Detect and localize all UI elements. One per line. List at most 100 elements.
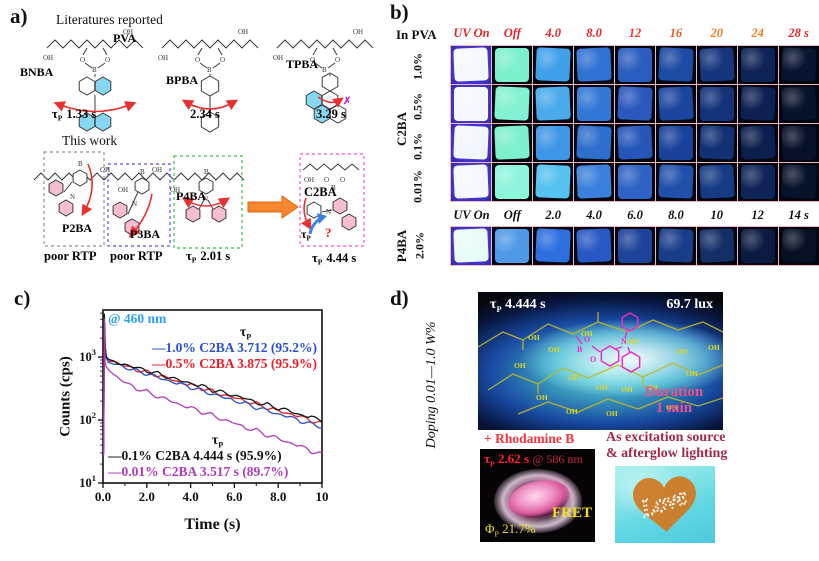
molecule-name: P2BA bbox=[62, 221, 92, 235]
sample-photo-cell bbox=[779, 124, 819, 162]
time-label: 4.0 bbox=[586, 208, 602, 222]
luminescent-sample bbox=[494, 125, 530, 161]
legend-entry: —0.5% C2BA 3.875 (95.9%) bbox=[152, 356, 317, 371]
sample-photo-cell bbox=[533, 124, 573, 162]
luminescent-sample bbox=[699, 87, 735, 122]
time-label: 6.0 bbox=[627, 208, 643, 222]
time-label: 16 bbox=[669, 26, 683, 40]
atom-label: O bbox=[195, 56, 200, 64]
tau-caption-top: τP bbox=[240, 324, 252, 342]
y-tick-label: 103 bbox=[79, 347, 96, 364]
luminescent-sample bbox=[699, 228, 735, 264]
sample-photo-cell bbox=[492, 124, 532, 162]
oh-label: OH bbox=[626, 337, 638, 346]
oh-label: OH bbox=[606, 409, 618, 418]
sample-photo-cell bbox=[615, 227, 655, 265]
oh-label: OH bbox=[566, 407, 578, 416]
luminescent-sample bbox=[740, 86, 776, 122]
luminescent-sample bbox=[658, 86, 694, 122]
afterglow-photo: OH OH OH OH OH OH OH OH OH OH OH OH OH OH OH OH N O O B τP … bbox=[478, 292, 723, 430]
luminescent-sample bbox=[535, 164, 571, 200]
sample-photo-cell bbox=[533, 85, 573, 123]
luminescent-sample bbox=[658, 164, 694, 200]
atom-label: O bbox=[335, 56, 340, 64]
sample-photo-cell bbox=[492, 85, 532, 123]
atom-label: O bbox=[324, 176, 329, 184]
sample-photo-cell bbox=[697, 163, 737, 201]
transform-arrow-icon bbox=[247, 195, 299, 219]
sample-photo-cell bbox=[451, 163, 491, 201]
luminescent-sample bbox=[535, 228, 571, 264]
row-label: 0.5% bbox=[410, 93, 425, 120]
caption-p2ba: poor RTP bbox=[44, 249, 97, 263]
rb-tau-overlay: τP 2.62 s @ 586 nm bbox=[484, 451, 583, 469]
luminescent-sample bbox=[494, 229, 530, 264]
atom-label: OH bbox=[273, 54, 283, 62]
atom-label: O bbox=[584, 335, 590, 344]
doping-label: Doping 0.01—1.0 W% bbox=[424, 321, 439, 449]
lifetime-bnba: τP 1.33 s bbox=[52, 107, 96, 123]
group-label-p4ba: P4BA bbox=[394, 229, 409, 263]
atom-label: OH bbox=[123, 28, 133, 36]
phi-overlay: ΦP 21.7% bbox=[485, 521, 536, 539]
molecule-name: P4BA bbox=[176, 189, 206, 203]
duration-line1: Duration bbox=[644, 384, 704, 400]
sample-photo-cell bbox=[574, 85, 614, 123]
chart-annotation: @ 460 nm bbox=[108, 311, 167, 326]
sample-photo-cell bbox=[615, 163, 655, 201]
molecule-name: C2BA bbox=[304, 185, 337, 199]
panel-a: a) Literatures reported This work OH OH O O… bbox=[0, 0, 400, 285]
luminescent-sample bbox=[576, 47, 612, 83]
lifetime-bpba: 2.34 s bbox=[190, 107, 220, 121]
group-label-c2ba: C2BA bbox=[394, 112, 409, 146]
panel-c-label: c) bbox=[14, 286, 30, 311]
luminescent-sample bbox=[699, 125, 735, 161]
luminescent-sample bbox=[576, 228, 612, 264]
luminescent-sample bbox=[658, 228, 694, 264]
matrix-label: In PVA bbox=[396, 27, 437, 42]
tau-caption-bottom: τP bbox=[212, 432, 224, 450]
panel-d: d) Doping 0.01—1.0 W% OH OH OH OH OH OH OH OH OH… bbox=[388, 284, 819, 561]
atom-label: B bbox=[78, 160, 83, 168]
sample-photo-cell bbox=[738, 85, 778, 123]
row-label: 0.01% bbox=[410, 170, 425, 203]
decay-chart: 0.0 2.0 4.0 6.0 8.0 10 101 102 103 bbox=[79, 309, 329, 504]
sample-photo-cell bbox=[451, 124, 491, 162]
p4ba-photo-grid bbox=[450, 226, 819, 266]
x-tick-label: 6.0 bbox=[226, 489, 242, 504]
literatures-title: Literatures reported bbox=[56, 12, 163, 27]
sample-photo-cell bbox=[533, 46, 573, 84]
tau-query: τP bbox=[301, 227, 312, 243]
rhodamine-photo: τP 2.62 s @ 586 nm FRET ΦP 21.7% bbox=[480, 449, 595, 542]
luminescent-sample bbox=[453, 164, 489, 200]
luminescent-sample bbox=[699, 164, 735, 200]
time-label: 28 s bbox=[788, 26, 809, 40]
c2ba-photo-grid bbox=[450, 45, 819, 202]
luminescent-sample bbox=[576, 87, 612, 122]
time-label: 8.0 bbox=[586, 26, 602, 40]
duration-line2: 1 min bbox=[655, 400, 693, 416]
luminescent-sample bbox=[781, 228, 817, 264]
oh-label: OH bbox=[514, 361, 526, 370]
molecule-name: TPBA bbox=[286, 57, 318, 71]
sample-photo-cell bbox=[697, 46, 737, 84]
time-label: 12 bbox=[751, 208, 764, 222]
atom-label: B bbox=[204, 168, 209, 176]
luminescent-sample bbox=[781, 164, 817, 200]
panel-c: c) 0.0 2.0 4.0 6.0 8.0 10 101 102 103 @ 460 nm τ… bbox=[10, 284, 388, 561]
panel-b: b) In PVA UV On Off 4.0 8.0 12 16 20 24 28 s UV … bbox=[388, 0, 819, 284]
pva-label: PVA bbox=[113, 31, 136, 45]
atom-label: B bbox=[322, 66, 327, 74]
atom-label: N bbox=[132, 200, 137, 208]
luminescent-sample bbox=[494, 86, 530, 122]
sample-photo-cell bbox=[574, 163, 614, 201]
no-rotation-cross-icon: ✗ bbox=[343, 96, 351, 107]
x-tick-label: 0.0 bbox=[95, 489, 111, 504]
luminescent-sample bbox=[617, 229, 653, 264]
sample-photo-cell bbox=[451, 46, 491, 84]
lux-overlay: 69.7 lux bbox=[666, 297, 713, 312]
atom-label: O bbox=[310, 56, 315, 64]
sample-photo-cell bbox=[492, 227, 532, 265]
tau-overlay: τP 4.444 s bbox=[490, 297, 546, 314]
oh-label: OH bbox=[686, 369, 698, 378]
